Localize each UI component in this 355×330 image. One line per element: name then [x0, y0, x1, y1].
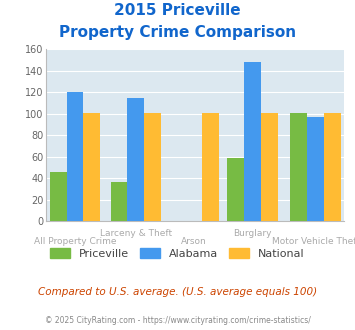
Text: Property Crime Comparison: Property Crime Comparison — [59, 25, 296, 40]
Text: 2015 Priceville: 2015 Priceville — [114, 3, 241, 18]
Bar — [127, 98, 144, 221]
Text: Motor Vehicle Theft: Motor Vehicle Theft — [272, 237, 355, 246]
Text: All Property Crime: All Property Crime — [34, 237, 116, 246]
Bar — [144, 113, 161, 221]
Text: Arson: Arson — [181, 237, 207, 246]
Bar — [228, 158, 244, 221]
Bar — [307, 117, 324, 221]
Bar — [83, 113, 100, 221]
Bar — [244, 62, 261, 221]
Legend: Priceville, Alabama, National: Priceville, Alabama, National — [45, 244, 310, 263]
Bar — [50, 172, 67, 221]
Bar — [261, 113, 278, 221]
Bar — [67, 92, 83, 221]
Bar — [290, 113, 307, 221]
Bar — [202, 113, 219, 221]
Bar — [324, 113, 340, 221]
Bar — [111, 182, 127, 221]
Text: © 2025 CityRating.com - https://www.cityrating.com/crime-statistics/: © 2025 CityRating.com - https://www.city… — [45, 316, 310, 325]
Text: Larceny & Theft: Larceny & Theft — [100, 229, 172, 238]
Text: Burglary: Burglary — [233, 229, 272, 238]
Text: Compared to U.S. average. (U.S. average equals 100): Compared to U.S. average. (U.S. average … — [38, 287, 317, 297]
